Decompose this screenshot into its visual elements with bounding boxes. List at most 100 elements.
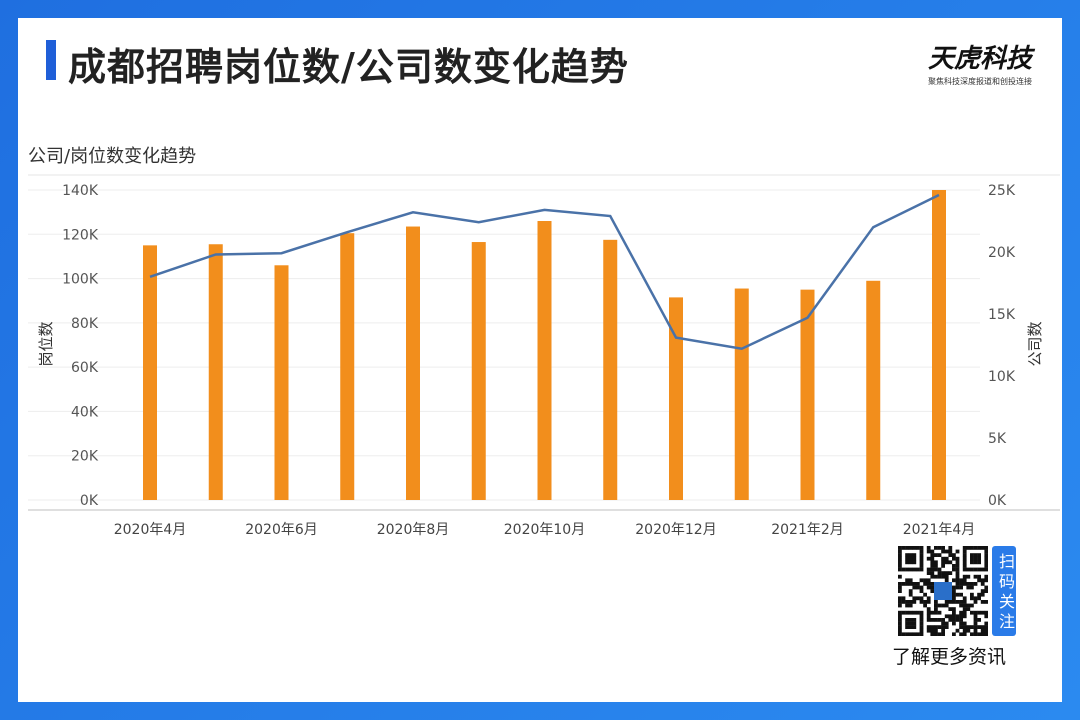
qr-module	[980, 582, 985, 586]
qr-module	[941, 574, 945, 579]
qr-module	[937, 610, 942, 615]
qr-module	[959, 610, 963, 615]
qr-module	[930, 610, 935, 615]
qr-module	[912, 556, 917, 561]
qr-module	[952, 567, 956, 572]
qr-module	[908, 600, 913, 604]
qr-module	[962, 560, 967, 565]
qr-module	[973, 556, 978, 561]
qr-module	[966, 607, 971, 611]
qr-module	[930, 549, 935, 554]
qr-module	[948, 549, 953, 554]
qr-module	[912, 560, 917, 565]
qr-module	[970, 625, 974, 629]
qr-module	[977, 546, 981, 550]
qr-module	[898, 564, 902, 568]
qr-module	[952, 610, 956, 615]
bar-series	[143, 190, 946, 501]
qr-module	[948, 600, 953, 604]
qr-module	[962, 546, 967, 550]
qr-module	[970, 603, 974, 608]
qr-module	[937, 618, 942, 622]
qr-module	[973, 560, 978, 565]
qr-module	[898, 614, 902, 619]
qr-module	[973, 621, 978, 626]
qr-module	[977, 578, 981, 583]
qr-module	[941, 603, 945, 608]
qr-module	[919, 625, 924, 629]
bar	[734, 288, 749, 500]
scan-follow-tab: 扫码关注	[992, 546, 1016, 636]
qr-module	[898, 600, 902, 604]
x-axis-tick-label: 2020年8月	[377, 522, 450, 538]
qr-module	[955, 600, 960, 604]
qr-code-image	[898, 546, 989, 637]
qr-module	[905, 632, 909, 637]
qr-module	[912, 553, 917, 557]
left-axis-tick-label: 60K	[71, 360, 99, 376]
qr-module	[919, 614, 924, 619]
qr-module	[955, 574, 960, 579]
qr-module	[952, 621, 956, 626]
qr-module	[908, 567, 913, 572]
qr-module	[962, 632, 967, 637]
x-axis-tick-label: 2020年10月	[504, 522, 585, 538]
qr-module	[941, 618, 945, 622]
qr-module	[948, 618, 953, 622]
x-axis-tick-label: 2021年2月	[771, 522, 844, 538]
qr-module	[905, 603, 909, 608]
x-axis-tick-label: 2020年6月	[245, 522, 318, 538]
qr-module	[930, 553, 935, 557]
title-accent-bar	[46, 40, 56, 80]
qr-module	[955, 628, 960, 633]
qr-module	[970, 560, 974, 565]
qr-module	[973, 546, 978, 550]
qr-module	[919, 567, 924, 572]
bar	[274, 265, 289, 500]
qr-module	[937, 603, 942, 608]
qr-module	[970, 585, 974, 590]
qr-module	[980, 628, 985, 633]
qr-module	[973, 567, 978, 572]
qr-module	[912, 600, 917, 604]
qr-module	[912, 625, 917, 629]
qr-module	[952, 596, 956, 601]
qr-module	[970, 632, 974, 637]
qr-module	[898, 585, 902, 590]
qr-module	[970, 592, 974, 597]
qr-module	[901, 600, 906, 604]
qr-module	[941, 564, 945, 568]
qr-module	[898, 556, 902, 561]
qr-module	[973, 582, 978, 586]
qr-module	[930, 567, 935, 572]
qr-module	[908, 589, 913, 593]
qr-module	[919, 610, 924, 615]
qr-module	[912, 621, 917, 626]
qr-module	[916, 546, 920, 550]
qr-module	[919, 556, 924, 561]
qr-module	[980, 567, 985, 572]
qr-module	[966, 585, 971, 590]
qr-module	[984, 549, 989, 554]
qr-module	[948, 607, 953, 611]
qr-module	[934, 574, 938, 579]
bar	[537, 221, 552, 500]
qr-module	[948, 553, 953, 557]
qr-module	[959, 585, 963, 590]
qr-module	[926, 546, 931, 550]
qr-module	[980, 592, 985, 597]
qr-module	[908, 592, 913, 597]
qr-module	[952, 564, 956, 568]
qr-module	[934, 567, 938, 572]
qr-module	[962, 614, 967, 619]
qr-module	[944, 603, 949, 608]
qr-module	[973, 610, 978, 615]
qr-module	[930, 632, 935, 637]
qr-module	[898, 589, 902, 593]
qr-module	[926, 600, 931, 604]
qr-module	[970, 610, 974, 615]
y-axis-label: 岗位数	[37, 321, 55, 366]
right-axis-tick-label: 5K	[988, 431, 1007, 447]
qr-module	[898, 596, 902, 601]
left-axis-tick-label: 80K	[71, 316, 99, 332]
